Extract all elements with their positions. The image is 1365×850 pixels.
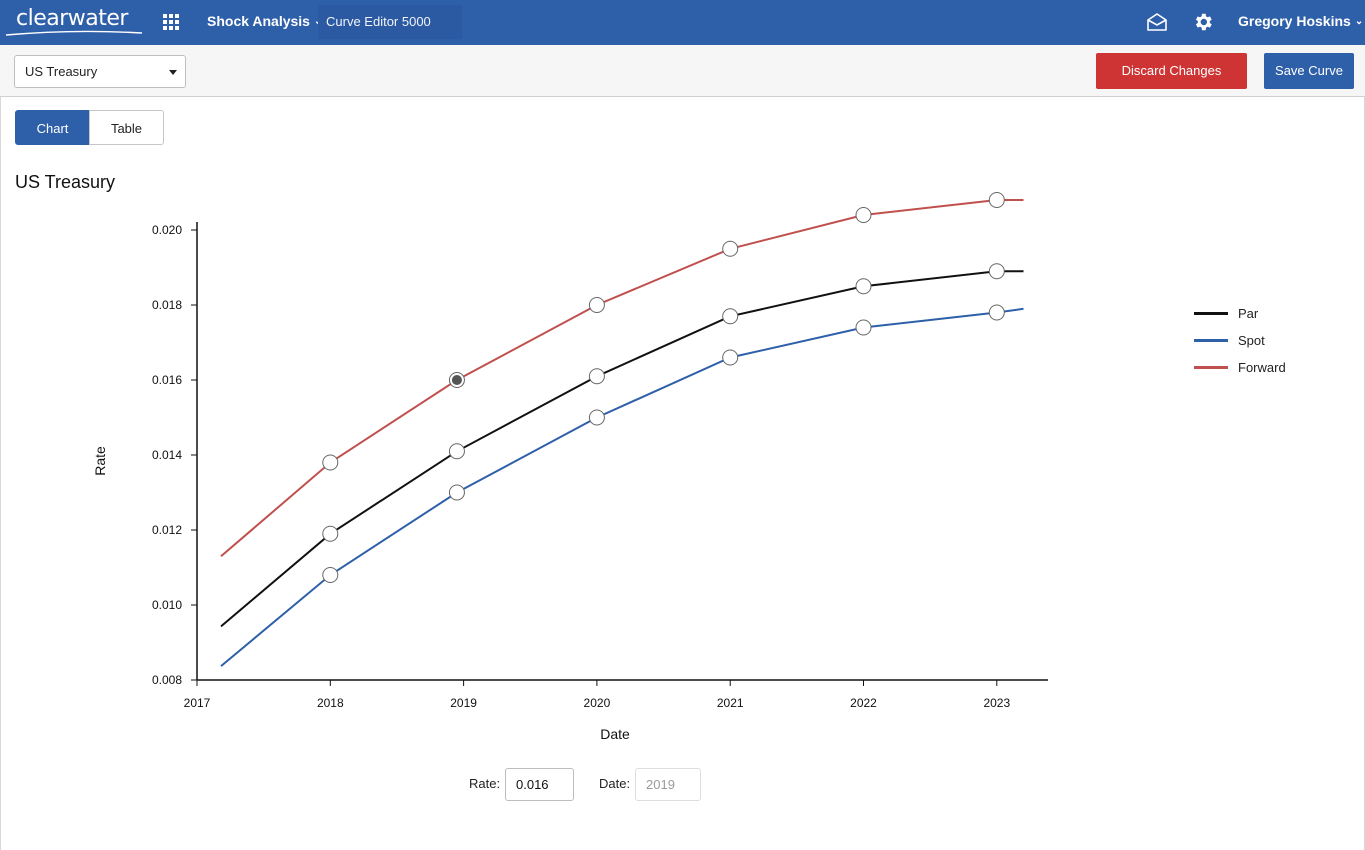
data-point-forward[interactable]: [322, 454, 339, 471]
rate-label: Rate:: [469, 776, 501, 791]
chart-legend: Par Spot Forward: [1194, 300, 1286, 381]
tab-chart[interactable]: Chart: [15, 110, 90, 145]
y-tick-label: 0.008: [152, 673, 182, 687]
series-line-par: [220, 270, 1024, 628]
data-point-par[interactable]: [855, 278, 872, 295]
app-name-label: Curve Editor 5000: [318, 5, 462, 39]
x-tick-label: 2021: [717, 696, 744, 710]
mail-icon[interactable]: [1146, 12, 1168, 32]
data-point-forward[interactable]: [588, 297, 605, 313]
y-axis-label: Rate: [92, 446, 108, 476]
x-tick-label: 2017: [184, 696, 211, 710]
x-tick-label: 2020: [584, 696, 611, 710]
data-point-spot[interactable]: [448, 484, 465, 501]
product-menu[interactable]: Shock Analysis⌄: [207, 13, 322, 29]
y-tick-label: 0.012: [152, 523, 182, 537]
legend-label: Par: [1238, 306, 1259, 321]
data-point-forward[interactable]: [855, 207, 872, 223]
x-tick-label: 2019: [450, 696, 477, 710]
rate-input[interactable]: [505, 768, 574, 801]
y-tick-label: 0.020: [152, 223, 182, 237]
legend-item-spot: Spot: [1194, 327, 1286, 354]
tab-table[interactable]: Table: [89, 110, 164, 145]
data-point-spot[interactable]: [322, 567, 339, 583]
curve-select[interactable]: US Treasury: [14, 55, 186, 88]
data-point-spot[interactable]: [722, 349, 739, 366]
data-point-par[interactable]: [722, 308, 739, 325]
series-line-spot: [220, 307, 1024, 667]
data-point-spot[interactable]: [588, 409, 605, 426]
legend-item-par: Par: [1194, 300, 1286, 327]
legend-label: Forward: [1238, 360, 1286, 375]
curve-toolbar: US Treasury Discard Changes Save Curve: [0, 45, 1365, 97]
top-nav-bar: clearwater Shock Analysis⌄ Curve Editor …: [0, 0, 1365, 45]
data-point-spot[interactable]: [855, 319, 872, 336]
content-panel: Chart Table US Treasury: [0, 97, 1365, 850]
data-point-forward[interactable]: [722, 240, 739, 257]
x-tick-label: 2022: [850, 696, 877, 710]
save-curve-button[interactable]: Save Curve: [1264, 53, 1354, 89]
selected-point-dot: [451, 375, 462, 385]
app-grid-icon[interactable]: [163, 14, 179, 30]
y-tick-label: 0.018: [152, 298, 182, 312]
chevron-down-icon: ⌄: [1354, 16, 1364, 27]
gear-icon[interactable]: [1192, 11, 1214, 33]
data-point-spot[interactable]: [988, 304, 1005, 321]
caret-down-icon: [169, 70, 177, 75]
data-point-par[interactable]: [588, 368, 605, 385]
legend-label: Spot: [1238, 333, 1265, 348]
y-tick-label: 0.014: [152, 448, 182, 462]
product-menu-label: Shock Analysis: [207, 13, 310, 29]
y-tick-label: 0.010: [152, 598, 182, 612]
user-menu[interactable]: Gregory Hoskins ⌄: [1238, 13, 1363, 29]
curve-select-value: US Treasury: [25, 64, 98, 79]
x-axis-label: Date: [600, 726, 630, 742]
legend-swatch: [1194, 312, 1228, 315]
date-input: [635, 768, 701, 801]
data-point-par[interactable]: [322, 525, 339, 542]
date-label: Date:: [599, 776, 631, 791]
series-line-forward: [220, 199, 1024, 558]
legend-swatch: [1194, 366, 1228, 369]
user-name: Gregory Hoskins: [1238, 13, 1351, 29]
discard-changes-button[interactable]: Discard Changes: [1096, 53, 1247, 89]
logo-swoosh-icon: [6, 30, 142, 36]
chart-title: US Treasury: [15, 172, 116, 192]
x-tick-label: 2023: [983, 696, 1010, 710]
data-point-par[interactable]: [448, 443, 465, 460]
legend-swatch: [1194, 339, 1228, 342]
clearwater-logo[interactable]: clearwater: [16, 6, 128, 31]
legend-item-forward: Forward: [1194, 354, 1286, 381]
y-tick-label: 0.016: [152, 373, 182, 387]
x-tick-label: 2018: [317, 696, 344, 710]
data-point-forward[interactable]: [988, 192, 1005, 208]
data-point-par[interactable]: [988, 263, 1005, 280]
